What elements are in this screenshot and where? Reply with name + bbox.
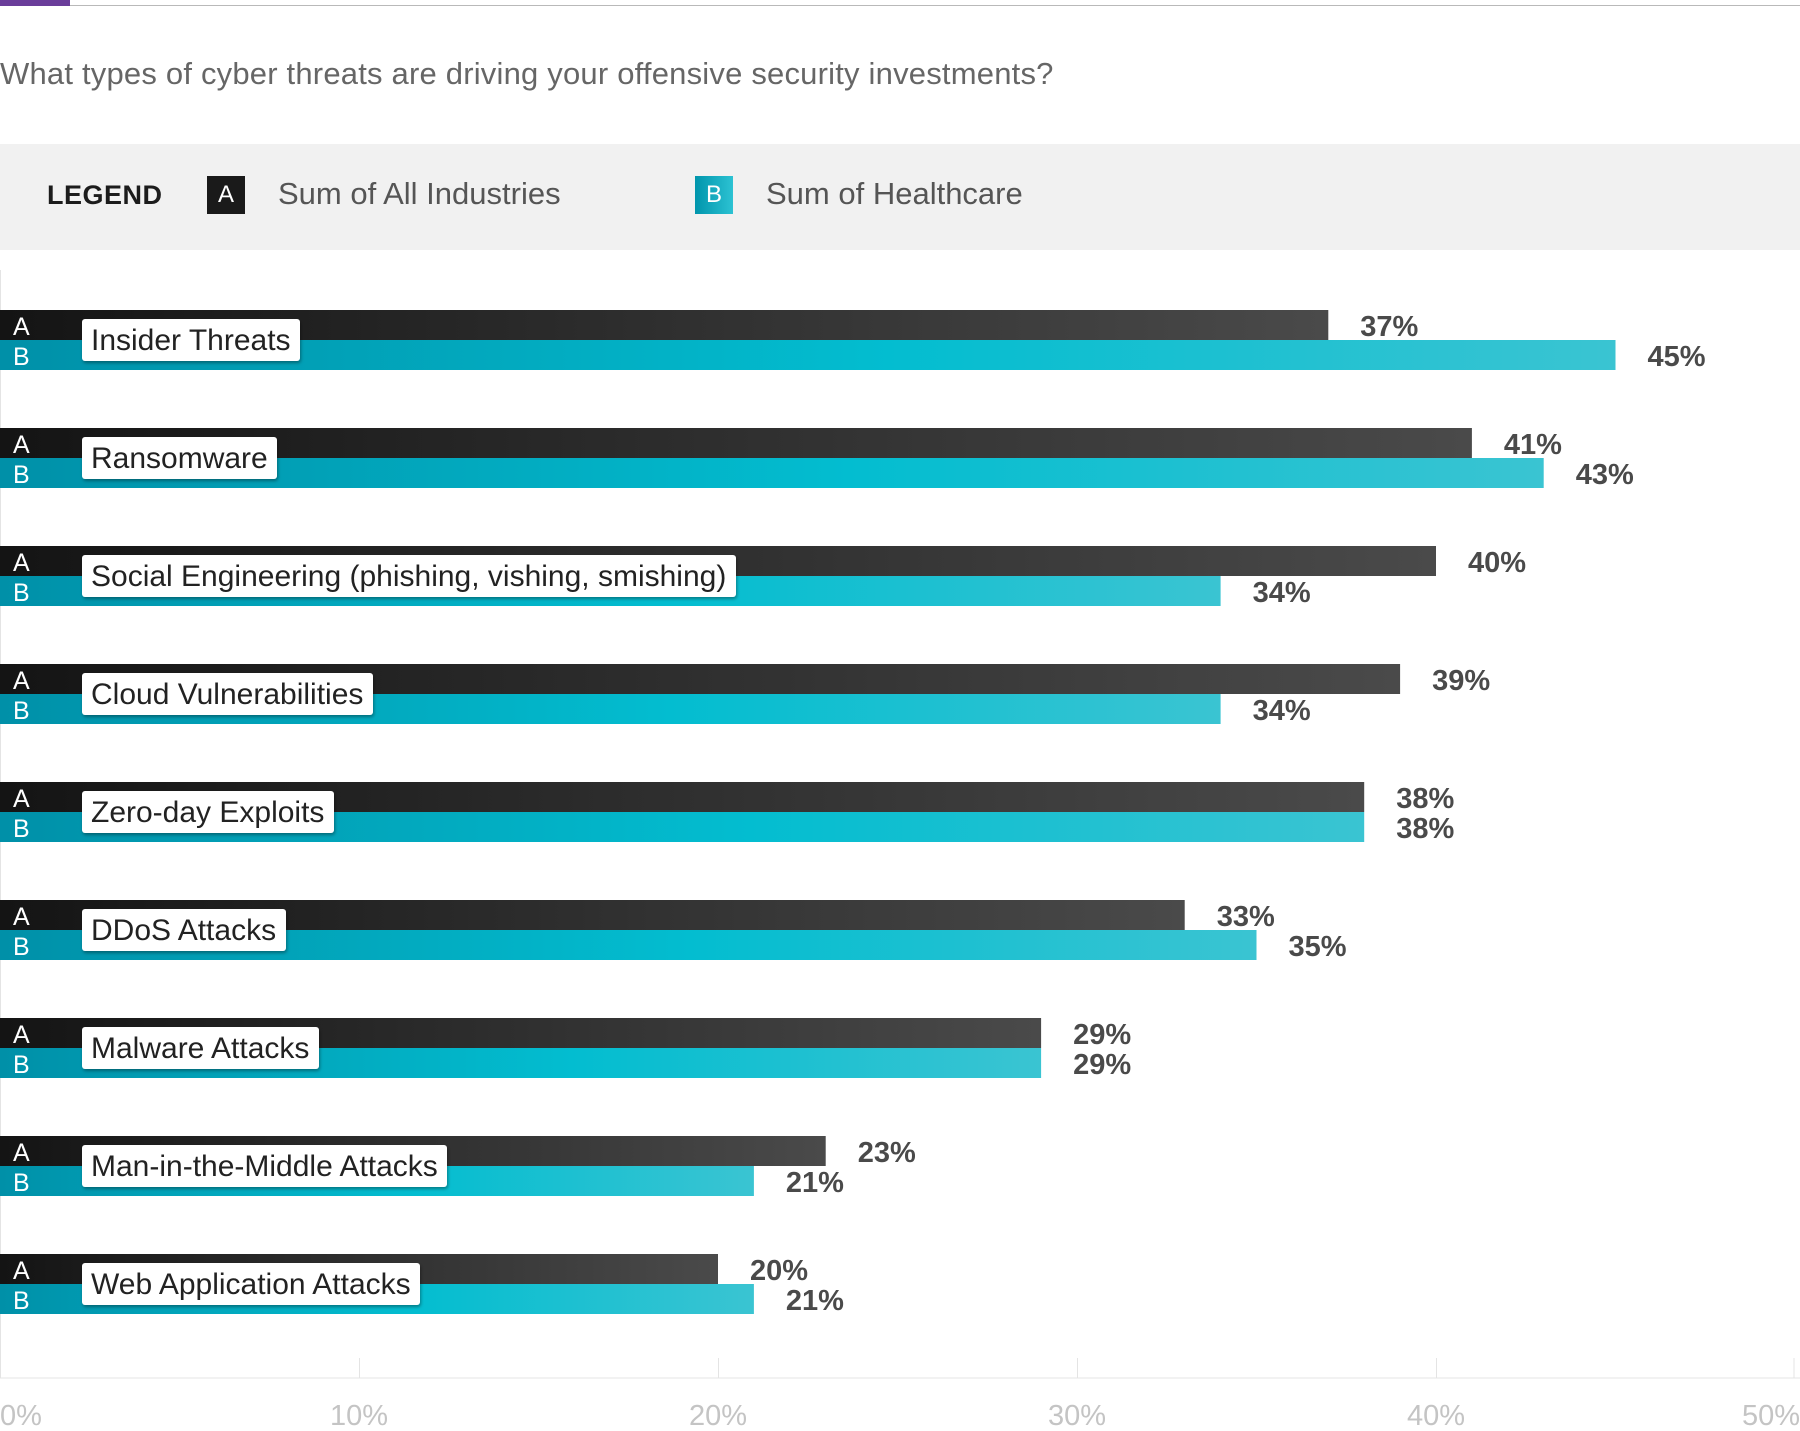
x-tick-label: 10% — [330, 1400, 388, 1431]
top-divider — [0, 5, 1800, 6]
bar-marker-a: A — [13, 1139, 30, 1167]
value-label-b: 21% — [786, 1167, 844, 1199]
category-label-box — [82, 437, 277, 479]
bar-marker-a: A — [13, 549, 30, 577]
bars: AB Insider Threats 37%45%AB Ransomware 41%43… — [0, 310, 1706, 1317]
value-label-b: 34% — [1253, 577, 1311, 609]
category-label: Ransomware — [91, 442, 268, 475]
value-label-a: 38% — [1396, 783, 1454, 815]
bar-marker-b: B — [13, 1287, 30, 1315]
x-tick-label: 40% — [1407, 1400, 1465, 1431]
x-tick-label: 0% — [0, 1400, 42, 1431]
bar-marker-a: A — [13, 1257, 30, 1285]
x-axis: 0% 10% 20% 30% 40% 50% — [0, 1377, 1800, 1431]
category-label: Cloud Vulnerabilities — [91, 678, 363, 711]
bar-marker-b: B — [13, 815, 30, 843]
x-tick-label: 50% — [1742, 1400, 1800, 1431]
category-label: Malware Attacks — [91, 1032, 309, 1065]
category-label-box — [82, 319, 300, 361]
bar-group: AB Cloud Vulnerabilities 39% 34% — [0, 664, 1490, 727]
legend-title: LEGEND — [47, 180, 163, 210]
bar-group: AB Zero-day Exploits 38%38% — [0, 782, 1454, 845]
category-label-box — [82, 909, 286, 951]
category-label: Zero-day Exploits — [91, 796, 324, 829]
bar-group: AB Social Engineering (phishing, vishing,… — [0, 546, 1526, 609]
value-label-b: 34% — [1253, 695, 1311, 727]
legend-label-b: Sum of Healthcare — [766, 176, 1023, 211]
category-label-box — [82, 673, 373, 715]
category-label-box — [82, 1145, 447, 1187]
chart-question: What types of cyber threats are driving … — [0, 56, 1054, 91]
value-label-b: 43% — [1576, 459, 1634, 491]
x-tick-label: 30% — [1048, 1400, 1106, 1431]
value-label-a: 37% — [1360, 311, 1418, 343]
bar-group: AB DDoS Attacks 33% 35% — [0, 900, 1347, 963]
value-label-b: 21% — [786, 1285, 844, 1317]
bar-marker-b: B — [13, 1169, 30, 1197]
bar-marker-b: B — [13, 1051, 30, 1079]
bar-marker-a: A — [13, 431, 30, 459]
bar-marker-b: B — [13, 697, 30, 725]
legend-label-a: Sum of All Industries — [278, 176, 561, 211]
bar-marker-b: B — [13, 343, 30, 371]
category-label-box — [82, 1263, 420, 1305]
category-label: Web Application Attacks — [91, 1268, 411, 1301]
bar-group: AB Web Application Attacks 20%21% — [0, 1254, 844, 1317]
value-label-a: 41% — [1504, 429, 1562, 461]
value-label-a: 40% — [1468, 547, 1526, 579]
value-label-a: 39% — [1432, 665, 1490, 697]
top-accent-bar — [0, 0, 70, 6]
bar-marker-a: A — [13, 1021, 30, 1049]
legend-swatch-a: A — [207, 176, 245, 214]
x-tick-label: 20% — [689, 1400, 747, 1431]
bar-group: AB Insider Threats 37% 45% — [0, 310, 1706, 373]
bar-marker-b: B — [13, 933, 30, 961]
bar-marker-a: A — [13, 785, 30, 813]
bar-marker-a: A — [13, 903, 30, 931]
bar-marker-b: B — [13, 579, 30, 607]
category-label: Insider Threats — [91, 324, 291, 357]
bar-group: AB Malware Attacks 29%29% — [0, 1018, 1131, 1081]
value-label-a: 29% — [1073, 1019, 1131, 1051]
category-label: Social Engineering (phishing, vishing, s… — [91, 560, 726, 593]
category-label-box — [82, 555, 736, 597]
category-label: DDoS Attacks — [91, 914, 276, 947]
value-label-b: 35% — [1289, 931, 1347, 963]
bar-group: AB Man-in-the-Middle Attacks 23% 21% — [0, 1136, 916, 1199]
category-label-box — [82, 1027, 319, 1069]
bar-group: AB Ransomware 41% 43% — [0, 428, 1634, 491]
value-label-b: 45% — [1648, 341, 1706, 373]
value-label-b: 38% — [1396, 813, 1454, 845]
bar-marker-a: A — [13, 667, 30, 695]
value-label-b: 29% — [1073, 1049, 1131, 1081]
value-label-a: 20% — [750, 1255, 808, 1287]
legend-swatch-b: B — [695, 176, 733, 214]
category-label: Man-in-the-Middle Attacks — [91, 1150, 438, 1183]
value-label-a: 23% — [858, 1137, 916, 1169]
bar-marker-b: B — [13, 461, 30, 489]
bar-marker-a: A — [13, 313, 30, 341]
legend: LEGEND A Sum of All Industries B Sum of … — [0, 144, 1800, 250]
value-label-a: 33% — [1217, 901, 1275, 933]
category-label-box — [82, 791, 334, 833]
